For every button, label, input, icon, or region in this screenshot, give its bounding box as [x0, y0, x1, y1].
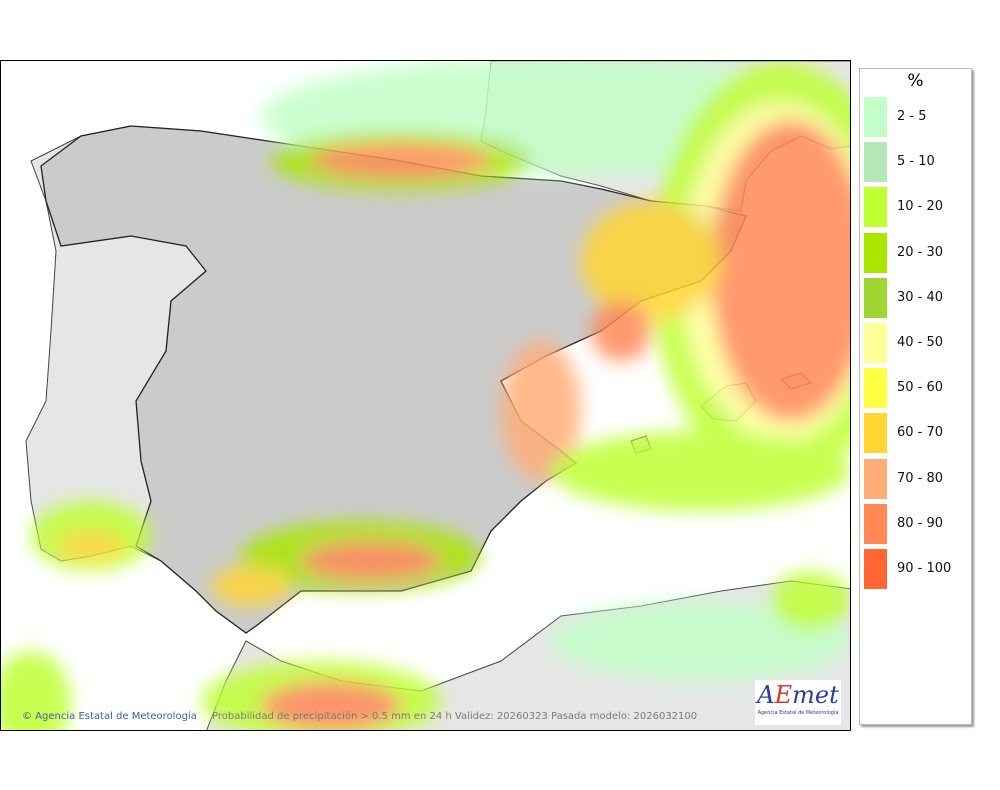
legend-swatch	[864, 322, 887, 363]
legend-label: 40 - 50	[897, 334, 944, 350]
legend-item: 50 - 60	[860, 368, 971, 413]
legend-label: 10 - 20	[897, 199, 944, 215]
legend-swatch	[864, 187, 887, 228]
legend-items: 2 - 5 5 - 10 10 - 20 20 - 30 30 - 40 40 - 50 5…	[860, 97, 971, 594]
legend-swatch	[864, 458, 887, 499]
legend-swatch	[864, 548, 887, 589]
logo-subtitle: Agencia Estatal de Meteorología	[757, 710, 839, 716]
legend-swatch	[864, 97, 887, 137]
legend-label: 80 - 90	[897, 515, 944, 531]
legend-swatch	[864, 232, 887, 273]
legend-label: 60 - 70	[897, 425, 944, 441]
legend-item: 10 - 20	[860, 187, 971, 232]
legend-item: 30 - 40	[860, 277, 971, 323]
map-footer: © Agencia Estatal de Meteorología Probab…	[22, 711, 697, 722]
legend-unit: %	[907, 71, 924, 91]
legend-label: 70 - 80	[897, 470, 944, 486]
legend-swatch	[864, 368, 887, 409]
precipitation-field	[1, 61, 850, 730]
legend-item: 60 - 70	[860, 413, 971, 458]
legend-label: 2 - 5	[897, 109, 927, 124]
legend-label: 90 - 100	[897, 560, 952, 576]
legend-label: 30 - 40	[897, 289, 944, 305]
legend-item: 80 - 90	[860, 503, 971, 549]
legend-swatch	[864, 142, 887, 183]
aemet-logo: AEmet Agencia Estatal de Meteorología	[755, 680, 841, 725]
legend-swatch	[864, 277, 887, 318]
legend-swatch	[864, 503, 887, 544]
legend-label: 50 - 60	[897, 380, 944, 396]
legend-item: 5 - 10	[860, 142, 971, 187]
map-caption: Probabilidad de precipitación > 0.5 mm e…	[212, 711, 698, 722]
legend-item: 70 - 80	[860, 458, 971, 504]
legend-label: 20 - 30	[897, 244, 944, 260]
spain-land	[40, 125, 747, 634]
legend-swatch	[864, 413, 887, 454]
copyright-text: © Agencia Estatal de Meteorología	[22, 711, 197, 722]
legend-item: 20 - 30	[860, 232, 971, 278]
legend-item: 40 - 50	[860, 322, 971, 368]
precipitation-probability-map	[0, 60, 851, 731]
legend-label: 5 - 10	[897, 154, 935, 170]
legend: % 2 - 5 5 - 10 10 - 20 20 - 30 30 - 40 40 - 5…	[859, 68, 972, 725]
legend-item: 90 - 100	[860, 548, 971, 594]
map-svg	[1, 61, 850, 730]
legend-item: 2 - 5	[860, 97, 971, 142]
